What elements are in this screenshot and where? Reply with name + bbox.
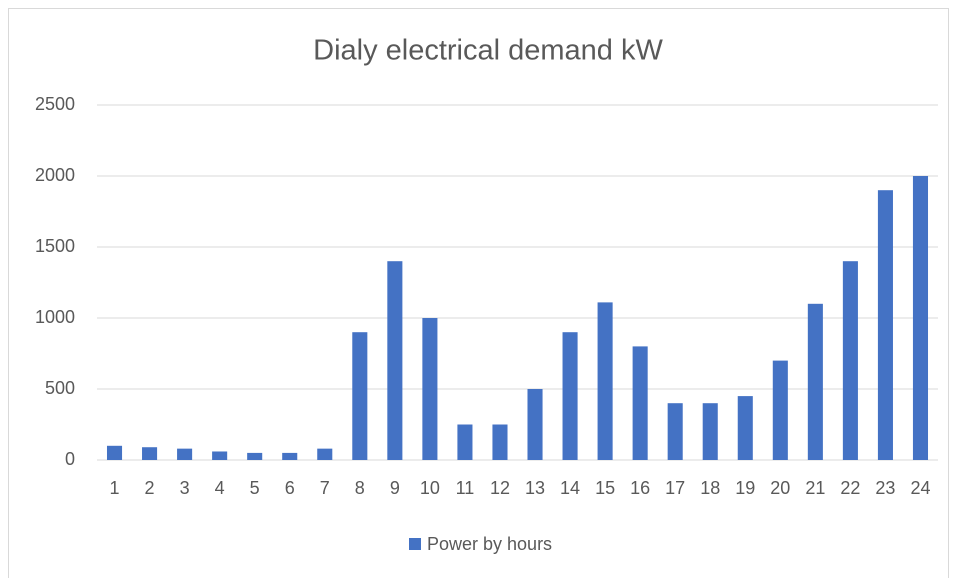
x-tick-label: 3 (180, 478, 190, 498)
x-tick-label: 10 (420, 478, 440, 498)
bar (632, 346, 648, 460)
x-tick-label: 9 (390, 478, 400, 498)
bar (737, 396, 753, 460)
bar (457, 424, 473, 460)
bar (352, 332, 368, 460)
bar (212, 451, 228, 460)
y-tick-label: 2000 (35, 165, 75, 185)
x-tick-label: 5 (250, 478, 260, 498)
x-tick-label: 24 (910, 478, 930, 498)
x-tick-label: 19 (735, 478, 755, 498)
x-tick-label: 11 (456, 478, 475, 498)
x-tick-label: 8 (355, 478, 365, 498)
bar (912, 176, 929, 460)
x-tick-label: 21 (805, 478, 825, 498)
bar (422, 318, 438, 460)
x-tick-label: 22 (840, 478, 860, 498)
bar (842, 261, 858, 460)
x-tick-label: 4 (215, 478, 225, 498)
chart-title: Dialy electrical demand kW (313, 35, 663, 67)
x-tick-label: 17 (665, 478, 685, 498)
x-tick-label: 20 (770, 478, 790, 498)
bar (772, 360, 788, 460)
bar (247, 452, 263, 460)
bar (807, 303, 823, 460)
legend-label: Power by hours (427, 534, 552, 554)
bar (527, 389, 543, 460)
bar (877, 190, 893, 460)
bar (492, 424, 508, 460)
x-tick-label: 7 (320, 478, 330, 498)
x-tick-label: 6 (285, 478, 295, 498)
x-tick-label: 1 (110, 478, 120, 498)
bar (177, 448, 193, 460)
bar (702, 403, 718, 460)
bar (142, 447, 158, 460)
bar (667, 403, 683, 460)
x-tick-label: 18 (700, 478, 720, 498)
bar (282, 452, 298, 460)
bar (106, 445, 123, 460)
x-tick-label: 23 (875, 478, 895, 498)
legend-swatch (409, 538, 421, 550)
y-tick-label: 2500 (35, 94, 75, 114)
y-tick-label: 1000 (35, 307, 75, 327)
x-tick-label: 13 (525, 478, 545, 498)
y-tick-label: 0 (65, 449, 75, 469)
x-tick-label: 14 (560, 478, 580, 498)
chart-border (8, 8, 949, 578)
x-tick-label: 16 (630, 478, 650, 498)
bar (597, 302, 613, 460)
bar (562, 332, 578, 460)
x-tick-label: 15 (595, 478, 615, 498)
x-tick-label: 2 (145, 478, 155, 498)
y-tick-label: 1500 (35, 236, 75, 256)
y-tick-label: 500 (45, 378, 75, 398)
x-tick-label: 12 (490, 478, 510, 498)
bar (387, 261, 403, 460)
bar (317, 448, 333, 460)
